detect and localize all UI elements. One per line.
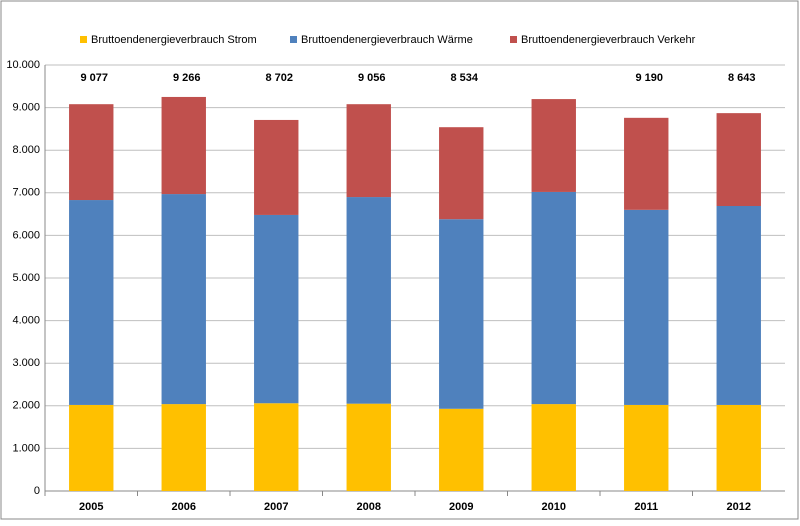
bar-segment [716,206,761,405]
bar-segment [161,96,206,195]
x-tick-label: 2008 [357,501,381,513]
y-tick-label: 5.000 [12,272,40,284]
bar-segment [69,404,114,491]
bar-segment [439,219,484,409]
y-tick-label: 1.000 [12,442,40,454]
bar-segment [161,404,206,491]
y-tick-label: 2.000 [12,400,40,412]
total-label: 9 266 [173,72,201,84]
bar-segment [531,99,576,192]
y-tick-label: 8.000 [12,144,40,156]
x-tick-label: 2010 [542,501,566,513]
bar-segment [254,119,299,215]
bar-segment [161,194,206,405]
legend-label: Bruttoendenergieverbrauch Strom [91,34,257,46]
total-label: 9 056 [358,72,386,84]
y-tick-label: 3.000 [12,357,40,369]
x-tick-label: 2012 [727,501,751,513]
total-label: 8 534 [450,72,478,84]
legend-swatch [510,36,517,43]
legend-swatch [290,36,297,43]
total-label: 9 190 [635,72,663,84]
bar-segment [531,191,576,405]
bar-segment [531,404,576,491]
y-tick-label: 4.000 [12,315,40,327]
bar-segment [69,200,114,405]
bar-segment [346,197,391,404]
x-tick-label: 2009 [449,501,473,513]
y-tick-label: 7.000 [12,187,40,199]
x-tick-label: 2005 [79,501,103,513]
total-label: 9 077 [80,72,108,84]
bar-segment [624,117,669,210]
y-tick-label: 6.000 [12,229,40,241]
bar-segment [254,214,299,404]
y-tick-label: 9.000 [12,102,40,114]
bar-segment [624,209,669,405]
legend-label: Bruttoendenergieverbrauch Verkehr [521,34,696,46]
bar-segment [716,404,761,491]
x-tick-label: 2011 [634,501,658,513]
y-tick-label: 10.000 [6,59,40,71]
total-label: 8 643 [728,72,756,84]
legend-swatch [80,36,87,43]
bar-segment [346,403,391,491]
bar-segment [439,127,484,220]
bar-segment [716,113,761,207]
bar-segment [69,104,114,201]
bar-segment [439,408,484,491]
bar-segment [346,104,391,198]
x-tick-label: 2007 [264,501,288,513]
bar-segment [254,403,299,491]
y-tick-label: 0 [34,485,40,497]
x-tick-label: 2006 [172,501,196,513]
legend-label: Bruttoendenergieverbrauch Wärme [301,34,473,46]
bar-segment [624,404,669,491]
total-label: 8 702 [265,72,293,84]
